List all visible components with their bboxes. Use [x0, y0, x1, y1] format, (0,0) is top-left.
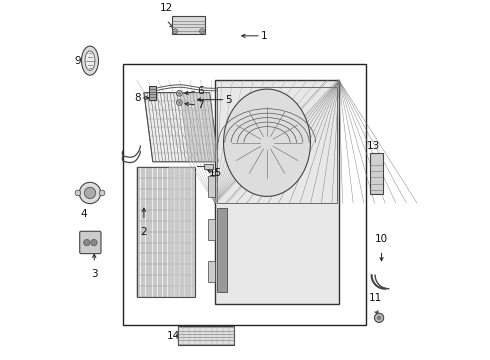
- Bar: [208, 176, 215, 197]
- Text: 8: 8: [134, 93, 141, 103]
- Bar: [215, 80, 339, 303]
- FancyBboxPatch shape: [80, 231, 101, 253]
- Text: 14: 14: [167, 330, 180, 341]
- Ellipse shape: [85, 51, 95, 71]
- Polygon shape: [180, 93, 219, 162]
- Text: 1: 1: [261, 31, 268, 41]
- Text: 12: 12: [160, 4, 173, 13]
- Circle shape: [178, 101, 181, 104]
- Circle shape: [176, 100, 182, 105]
- Text: 9: 9: [75, 56, 81, 66]
- Circle shape: [172, 29, 177, 34]
- Bar: [169, 167, 196, 297]
- Circle shape: [374, 313, 384, 323]
- Text: 15: 15: [209, 168, 222, 179]
- Circle shape: [75, 190, 81, 196]
- Bar: [217, 87, 337, 203]
- Bar: [208, 261, 215, 282]
- Text: 11: 11: [369, 293, 382, 302]
- Bar: [172, 15, 205, 34]
- Text: 10: 10: [375, 234, 388, 244]
- Ellipse shape: [81, 46, 98, 75]
- Circle shape: [199, 29, 204, 34]
- Polygon shape: [144, 93, 219, 162]
- Bar: [137, 167, 196, 297]
- Bar: [148, 86, 156, 100]
- Text: 4: 4: [80, 209, 87, 219]
- Text: 2: 2: [141, 227, 147, 237]
- Circle shape: [84, 187, 96, 199]
- Text: 7: 7: [197, 100, 203, 110]
- Bar: [122, 64, 366, 325]
- Bar: [204, 163, 213, 169]
- Bar: [208, 219, 215, 240]
- Circle shape: [176, 90, 182, 96]
- Circle shape: [84, 239, 90, 246]
- Text: 6: 6: [197, 86, 203, 96]
- Circle shape: [377, 316, 381, 320]
- Text: 3: 3: [91, 269, 98, 279]
- Circle shape: [99, 190, 105, 196]
- Text: 5: 5: [225, 95, 232, 105]
- Circle shape: [79, 182, 100, 204]
- Bar: [177, 326, 234, 345]
- Bar: [369, 153, 383, 194]
- Circle shape: [91, 239, 97, 246]
- Bar: [217, 208, 227, 292]
- Circle shape: [178, 92, 181, 95]
- Ellipse shape: [223, 89, 311, 196]
- Text: 13: 13: [367, 141, 380, 151]
